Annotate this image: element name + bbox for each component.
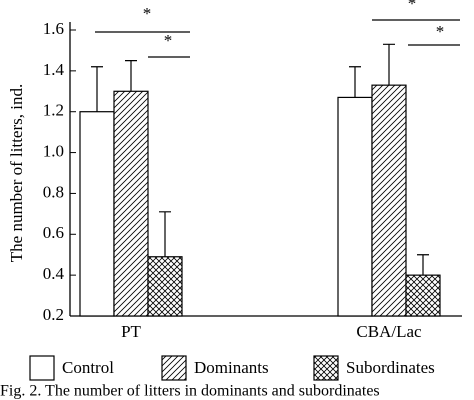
legend-label: Subordinates bbox=[346, 358, 435, 377]
error-bar bbox=[91, 66, 103, 112]
bar bbox=[371, 84, 407, 317]
significance-marker: * bbox=[408, 0, 417, 13]
x-tick-label: CBA/Lac bbox=[356, 322, 422, 341]
significance-marker: * bbox=[143, 4, 152, 23]
bar bbox=[113, 90, 149, 317]
y-axis-label: The number of litters, ind. bbox=[7, 84, 26, 262]
y-tick-label: 0.6 bbox=[43, 223, 64, 242]
error-bar bbox=[349, 66, 361, 98]
error-bar bbox=[159, 211, 171, 257]
y-tick-label: 0.2 bbox=[43, 305, 64, 324]
legend-swatch bbox=[29, 355, 55, 381]
legend-swatch bbox=[161, 355, 187, 381]
legend-label: Control bbox=[62, 358, 114, 377]
significance-marker: * bbox=[436, 22, 445, 41]
caption: Fig. 2. The number of litters in dominan… bbox=[0, 383, 380, 400]
error-bar bbox=[383, 43, 395, 86]
error-bar bbox=[125, 60, 137, 92]
bar bbox=[405, 274, 441, 317]
bar bbox=[79, 111, 115, 317]
y-tick-label: 1.0 bbox=[43, 141, 64, 160]
y-tick-label: 1.2 bbox=[43, 101, 64, 120]
y-tick-label: 0.4 bbox=[43, 264, 65, 283]
significance-marker: * bbox=[164, 31, 173, 50]
y-tick-label: 1.6 bbox=[43, 19, 64, 38]
legend-swatch bbox=[313, 355, 339, 381]
bar bbox=[337, 96, 373, 317]
y-tick-label: 1.4 bbox=[43, 60, 65, 79]
legend-label: Dominants bbox=[194, 358, 269, 377]
x-tick-label: PT bbox=[121, 322, 141, 341]
bar bbox=[147, 256, 183, 317]
y-tick-label: 0.8 bbox=[43, 182, 64, 201]
error-bar bbox=[417, 254, 429, 276]
